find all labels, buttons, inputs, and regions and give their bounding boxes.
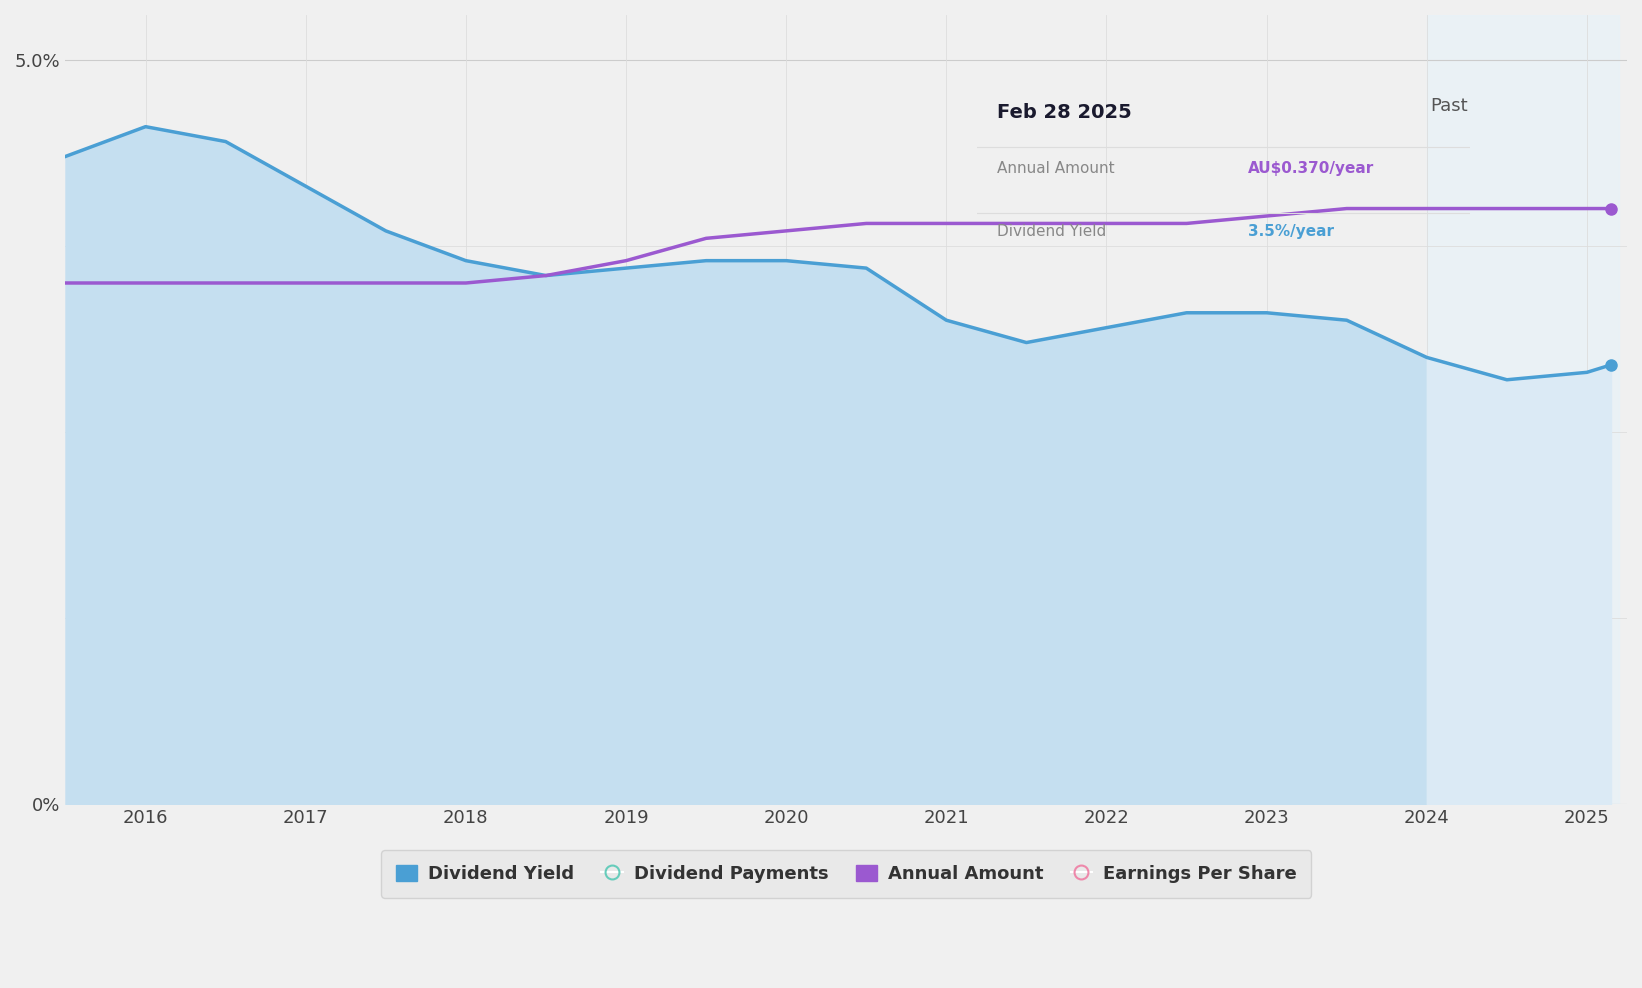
Bar [1427,15,1619,804]
Text: Feb 28 2025: Feb 28 2025 [997,103,1131,122]
Text: Past: Past [1430,97,1468,115]
Text: Dividend Yield: Dividend Yield [997,224,1107,239]
Text: AU$0.370/year: AU$0.370/year [1248,161,1374,176]
Legend: Dividend Yield, Dividend Payments, Annual Amount, Earnings Per Share: Dividend Yield, Dividend Payments, Annua… [381,851,1312,898]
Text: 3.5%/year: 3.5%/year [1248,224,1333,239]
Text: Annual Amount: Annual Amount [997,161,1115,176]
